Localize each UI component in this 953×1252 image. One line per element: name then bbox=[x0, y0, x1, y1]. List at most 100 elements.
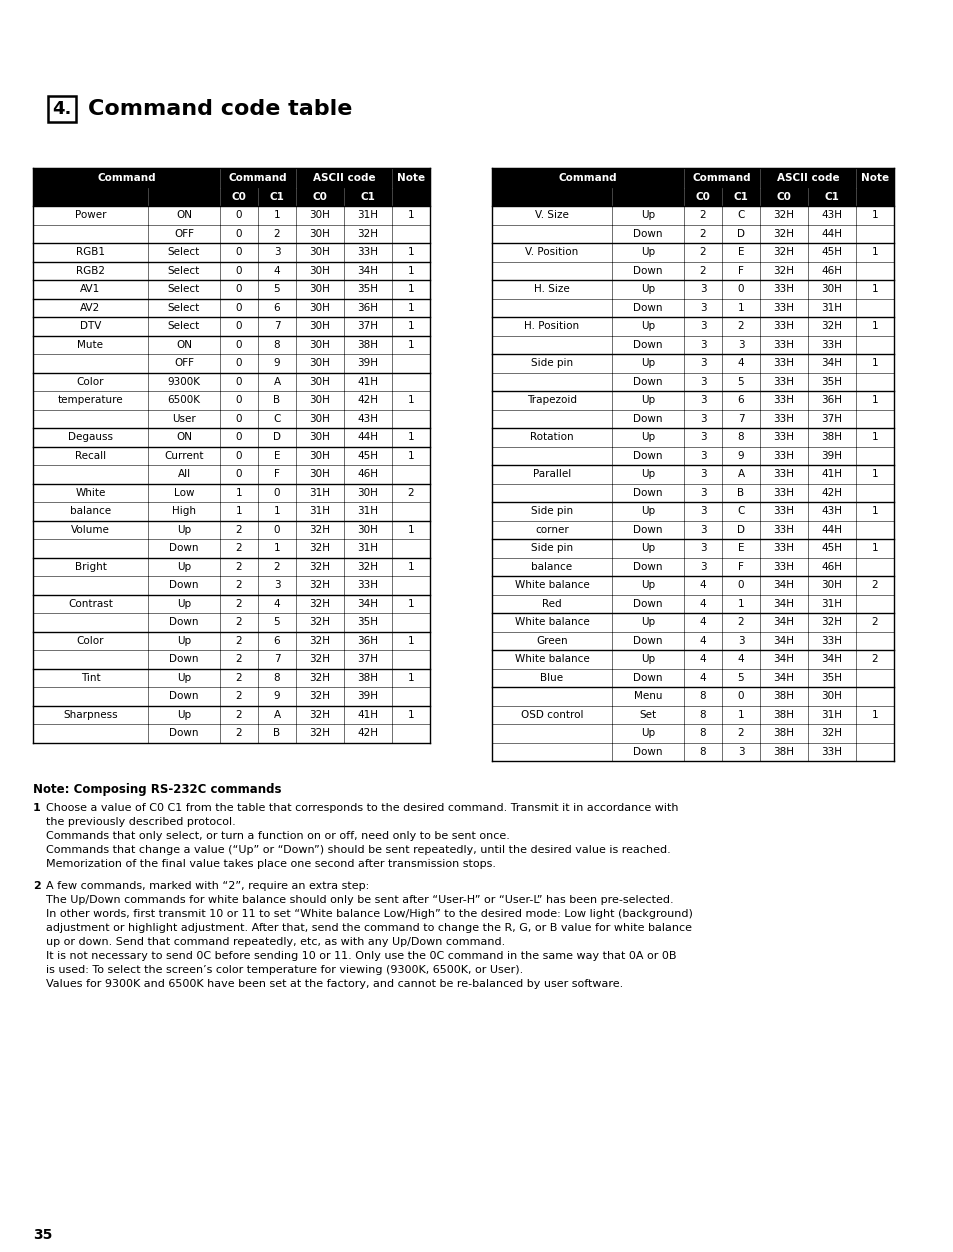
Text: 32H: 32H bbox=[773, 229, 794, 239]
Text: 32H: 32H bbox=[821, 322, 841, 332]
Bar bbox=[33, 280, 430, 298]
Text: 33H: 33H bbox=[773, 413, 794, 423]
Text: 8: 8 bbox=[699, 710, 705, 720]
Text: Command: Command bbox=[97, 173, 155, 183]
Text: Memorization of the final value takes place one second after transmission stops.: Memorization of the final value takes pl… bbox=[46, 859, 496, 869]
Text: 33H: 33H bbox=[773, 432, 794, 442]
Text: 33H: 33H bbox=[773, 525, 794, 535]
Text: Up: Up bbox=[640, 655, 655, 665]
Text: Command: Command bbox=[229, 173, 287, 183]
Text: 0: 0 bbox=[235, 358, 242, 368]
Bar bbox=[492, 483, 893, 502]
Text: Note: Note bbox=[860, 173, 888, 183]
Text: 3: 3 bbox=[699, 506, 705, 516]
Text: 1: 1 bbox=[235, 506, 242, 516]
Text: 33H: 33H bbox=[773, 506, 794, 516]
Bar bbox=[33, 557, 430, 576]
Text: 2: 2 bbox=[737, 322, 743, 332]
Text: 2: 2 bbox=[235, 655, 242, 665]
Text: 33H: 33H bbox=[773, 562, 794, 572]
Text: Select: Select bbox=[168, 247, 200, 257]
Text: 33H: 33H bbox=[773, 377, 794, 387]
Text: 1: 1 bbox=[407, 710, 414, 720]
Text: 9: 9 bbox=[274, 691, 280, 701]
Text: Down: Down bbox=[169, 729, 198, 739]
Bar bbox=[48, 96, 76, 121]
Bar bbox=[33, 207, 430, 224]
Text: 1: 1 bbox=[407, 247, 414, 257]
Text: 2: 2 bbox=[235, 580, 242, 590]
Text: 30H: 30H bbox=[821, 580, 841, 590]
Text: Down: Down bbox=[633, 229, 662, 239]
Text: High: High bbox=[172, 506, 195, 516]
Text: In other words, first transmit 10 or 11 to set “White balance Low/High” to the d: In other words, first transmit 10 or 11 … bbox=[46, 909, 692, 919]
Text: B: B bbox=[274, 729, 280, 739]
Text: F: F bbox=[738, 562, 743, 572]
Text: 1: 1 bbox=[871, 470, 878, 480]
Text: H. Position: H. Position bbox=[524, 322, 579, 332]
Bar bbox=[33, 724, 430, 742]
Text: 0: 0 bbox=[274, 488, 280, 498]
Text: 32H: 32H bbox=[309, 543, 330, 553]
Text: 7: 7 bbox=[737, 413, 743, 423]
Text: Select: Select bbox=[168, 322, 200, 332]
Bar bbox=[492, 188, 893, 207]
Bar bbox=[33, 669, 430, 687]
Text: 1: 1 bbox=[274, 506, 280, 516]
Text: 38H: 38H bbox=[821, 432, 841, 442]
Text: White balance: White balance bbox=[514, 655, 589, 665]
Text: 30H: 30H bbox=[309, 322, 330, 332]
Text: V. Position: V. Position bbox=[525, 247, 578, 257]
Text: 3: 3 bbox=[699, 396, 705, 406]
Text: Power: Power bbox=[74, 210, 106, 220]
Text: 0: 0 bbox=[737, 691, 743, 701]
Text: 1: 1 bbox=[407, 598, 414, 608]
Text: 0: 0 bbox=[235, 210, 242, 220]
Text: 0: 0 bbox=[235, 247, 242, 257]
Text: Degauss: Degauss bbox=[68, 432, 112, 442]
Text: V. Size: V. Size bbox=[535, 210, 568, 220]
Bar bbox=[33, 483, 430, 502]
Text: Values for 9300K and 6500K have been set at the factory, and cannot be re-balanc: Values for 9300K and 6500K have been set… bbox=[46, 979, 622, 989]
Text: 30H: 30H bbox=[309, 377, 330, 387]
Text: 33H: 33H bbox=[773, 543, 794, 553]
Bar bbox=[33, 188, 430, 207]
Text: 4: 4 bbox=[274, 598, 280, 608]
Text: 0: 0 bbox=[737, 580, 743, 590]
Text: Up: Up bbox=[640, 543, 655, 553]
Text: 1: 1 bbox=[737, 598, 743, 608]
Text: 8: 8 bbox=[699, 746, 705, 756]
Text: B: B bbox=[737, 488, 743, 498]
Text: 44H: 44H bbox=[357, 432, 378, 442]
Text: 30H: 30H bbox=[357, 488, 378, 498]
Text: Up: Up bbox=[640, 506, 655, 516]
Text: 30H: 30H bbox=[309, 451, 330, 461]
Text: 1: 1 bbox=[737, 303, 743, 313]
Text: 33H: 33H bbox=[773, 303, 794, 313]
Text: 31H: 31H bbox=[357, 506, 378, 516]
Text: A: A bbox=[737, 470, 743, 480]
Text: 30H: 30H bbox=[309, 339, 330, 349]
Text: 39H: 39H bbox=[357, 358, 378, 368]
Text: B: B bbox=[274, 396, 280, 406]
Text: Down: Down bbox=[169, 655, 198, 665]
Text: balance: balance bbox=[531, 562, 572, 572]
Text: 1: 1 bbox=[871, 284, 878, 294]
Text: 8: 8 bbox=[274, 339, 280, 349]
Text: 1: 1 bbox=[871, 710, 878, 720]
Text: 31H: 31H bbox=[821, 710, 841, 720]
Text: 46H: 46H bbox=[821, 562, 841, 572]
Text: The Up/Down commands for white balance should only be sent after “User-H” or “Us: The Up/Down commands for white balance s… bbox=[46, 895, 673, 905]
Text: 31H: 31H bbox=[357, 210, 378, 220]
Text: 0: 0 bbox=[235, 396, 242, 406]
Text: White balance: White balance bbox=[514, 580, 589, 590]
Text: 1: 1 bbox=[871, 396, 878, 406]
Text: 5: 5 bbox=[274, 284, 280, 294]
Text: 34H: 34H bbox=[773, 655, 794, 665]
Text: 34H: 34H bbox=[773, 672, 794, 682]
Text: 8: 8 bbox=[699, 691, 705, 701]
Text: Up: Up bbox=[176, 672, 191, 682]
Text: 6: 6 bbox=[274, 636, 280, 646]
Text: Up: Up bbox=[640, 396, 655, 406]
Text: 3: 3 bbox=[699, 339, 705, 349]
